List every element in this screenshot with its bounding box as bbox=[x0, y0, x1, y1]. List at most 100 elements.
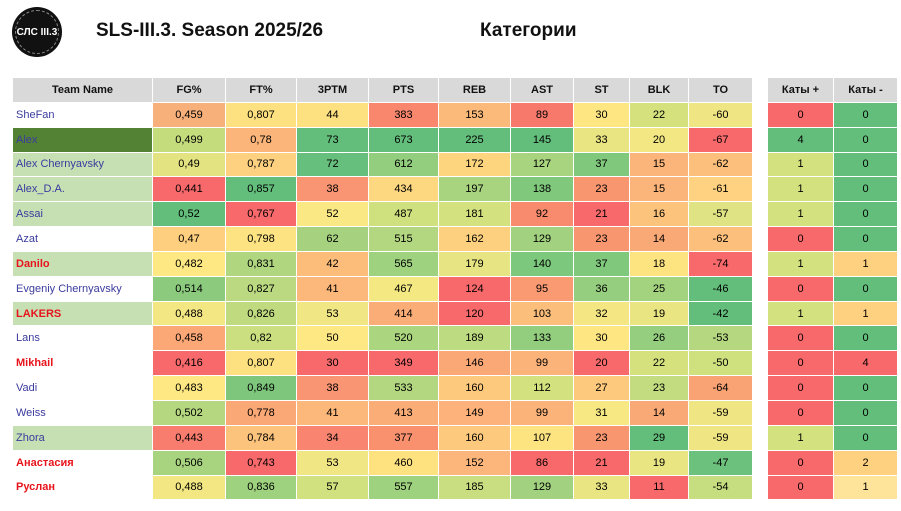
stat-cell: 32 bbox=[573, 300, 630, 327]
stat-cell: 42 bbox=[296, 250, 369, 277]
stat-cell: 33 bbox=[573, 474, 630, 501]
category-count-cell: 4 bbox=[767, 126, 834, 153]
stat-cell: 160 bbox=[438, 424, 511, 451]
stat-cell: 0,514 bbox=[152, 275, 226, 302]
logo-ring bbox=[15, 10, 59, 54]
stat-cell: 377 bbox=[368, 424, 439, 451]
stat-cell: 0,483 bbox=[152, 375, 226, 401]
stat-cell: 14 bbox=[629, 399, 689, 426]
table-row: LAKERS 0,488 0,826 53 414 120 103 32 19 -42 bbox=[12, 300, 753, 327]
stat-cell: 25 bbox=[629, 275, 689, 302]
stat-cell: 0,458 bbox=[152, 325, 226, 352]
category-count-cell: 0 bbox=[833, 424, 898, 451]
stat-cell: 0,488 bbox=[152, 474, 226, 501]
team-name-cell: LAKERS bbox=[12, 300, 153, 327]
logo-text: СЛС III.3 bbox=[16, 26, 58, 38]
league-logo: СЛС III.3 bbox=[12, 7, 62, 57]
stat-cell: 31 bbox=[573, 399, 630, 426]
stat-cell: 0,849 bbox=[225, 375, 297, 401]
stat-cell: 99 bbox=[510, 350, 574, 377]
category-count-cell: 1 bbox=[833, 474, 898, 501]
stat-cell: 38 bbox=[296, 375, 369, 401]
stat-cell: 520 bbox=[368, 325, 439, 352]
category-count-cell: 0 bbox=[833, 399, 898, 426]
column-header: Каты + bbox=[767, 77, 834, 103]
category-count-cell: 0 bbox=[767, 101, 834, 128]
category-count-cell: 1 bbox=[833, 300, 898, 327]
stat-cell: 225 bbox=[438, 126, 511, 153]
team-name-cell: Руслан bbox=[12, 474, 153, 501]
stat-cell: 107 bbox=[510, 424, 574, 451]
column-header: FG% bbox=[152, 77, 226, 103]
category-count-cell: 0 bbox=[767, 399, 834, 426]
stat-cell: 145 bbox=[510, 126, 574, 153]
category-count-cell: 4 bbox=[833, 350, 898, 377]
column-header: FT% bbox=[225, 77, 297, 103]
stat-cell: 0,857 bbox=[225, 176, 297, 203]
stat-cell: 27 bbox=[573, 375, 630, 401]
stat-cell: 92 bbox=[510, 201, 574, 228]
stat-cell: 50 bbox=[296, 325, 369, 352]
table-row: Alex_D.A. 0,441 0,857 38 434 197 138 23 15 -61 bbox=[12, 176, 753, 203]
stat-cell: 413 bbox=[368, 399, 439, 426]
stat-cell: -64 bbox=[688, 375, 753, 401]
table-row: Weiss 0,502 0,778 41 413 149 99 31 14 -59 bbox=[12, 399, 753, 426]
stat-cell: 86 bbox=[510, 449, 574, 476]
stat-cell: 34 bbox=[296, 424, 369, 451]
stat-cell: 127 bbox=[510, 151, 574, 178]
team-name-cell: Zhora bbox=[12, 424, 153, 451]
column-header: AST bbox=[510, 77, 574, 103]
stat-cell: 172 bbox=[438, 151, 511, 178]
team-name-cell: Weiss bbox=[12, 399, 153, 426]
category-count-cell: 1 bbox=[767, 300, 834, 327]
stat-cell: 89 bbox=[510, 101, 574, 128]
stat-cell: 53 bbox=[296, 300, 369, 327]
category-count-cell: 0 bbox=[833, 151, 898, 178]
column-header: BLK bbox=[629, 77, 689, 103]
column-header: REB bbox=[438, 77, 511, 103]
page-title: SLS-III.3. Season 2025/26 bbox=[96, 20, 324, 41]
stat-cell: 41 bbox=[296, 399, 369, 426]
category-count-cell: 0 bbox=[767, 375, 834, 401]
team-name-cell: Evgeniy Chernyavsky bbox=[12, 275, 153, 302]
stat-cell: 349 bbox=[368, 350, 439, 377]
stat-cell: 0,767 bbox=[225, 201, 297, 228]
stat-cell: 149 bbox=[438, 399, 511, 426]
column-header: ST bbox=[573, 77, 630, 103]
category-count-cell: 0 bbox=[833, 101, 898, 128]
stat-cell: 515 bbox=[368, 226, 439, 252]
stat-cell: -47 bbox=[688, 449, 753, 476]
stat-cell: 41 bbox=[296, 275, 369, 302]
stat-cell: 23 bbox=[573, 424, 630, 451]
stat-cell: 22 bbox=[629, 101, 689, 128]
stat-cell: 565 bbox=[368, 250, 439, 277]
category-count-cell: 1 bbox=[767, 201, 834, 228]
stat-cell: 0,82 bbox=[225, 325, 297, 352]
stat-cell: 138 bbox=[510, 176, 574, 203]
stat-cell: -61 bbox=[688, 176, 753, 203]
stat-cell: 23 bbox=[573, 226, 630, 252]
category-count-cell: 1 bbox=[767, 151, 834, 178]
stat-cell: 0,49 bbox=[152, 151, 226, 178]
table-row: Assai 0,52 0,767 52 487 181 92 21 16 -57 bbox=[12, 201, 753, 228]
stat-cell: 0,506 bbox=[152, 449, 226, 476]
category-count-cell: 0 bbox=[833, 325, 898, 352]
stat-cell: 120 bbox=[438, 300, 511, 327]
stat-cell: 99 bbox=[510, 399, 574, 426]
stat-cell: -62 bbox=[688, 226, 753, 252]
stat-cell: 189 bbox=[438, 325, 511, 352]
table-row: Анастасия 0,506 0,743 53 460 152 86 21 19 -47 bbox=[12, 449, 753, 476]
category-count-cell: 2 bbox=[833, 449, 898, 476]
stat-cell: -59 bbox=[688, 399, 753, 426]
stat-cell: 30 bbox=[573, 325, 630, 352]
table-row: Vadi 0,483 0,849 38 533 160 112 27 23 -64 bbox=[12, 375, 753, 401]
stat-cell: 146 bbox=[438, 350, 511, 377]
category-count-cell: 1 bbox=[767, 424, 834, 451]
stat-cell: 52 bbox=[296, 201, 369, 228]
stat-cell: 460 bbox=[368, 449, 439, 476]
team-name-cell: Danilo bbox=[12, 250, 153, 277]
